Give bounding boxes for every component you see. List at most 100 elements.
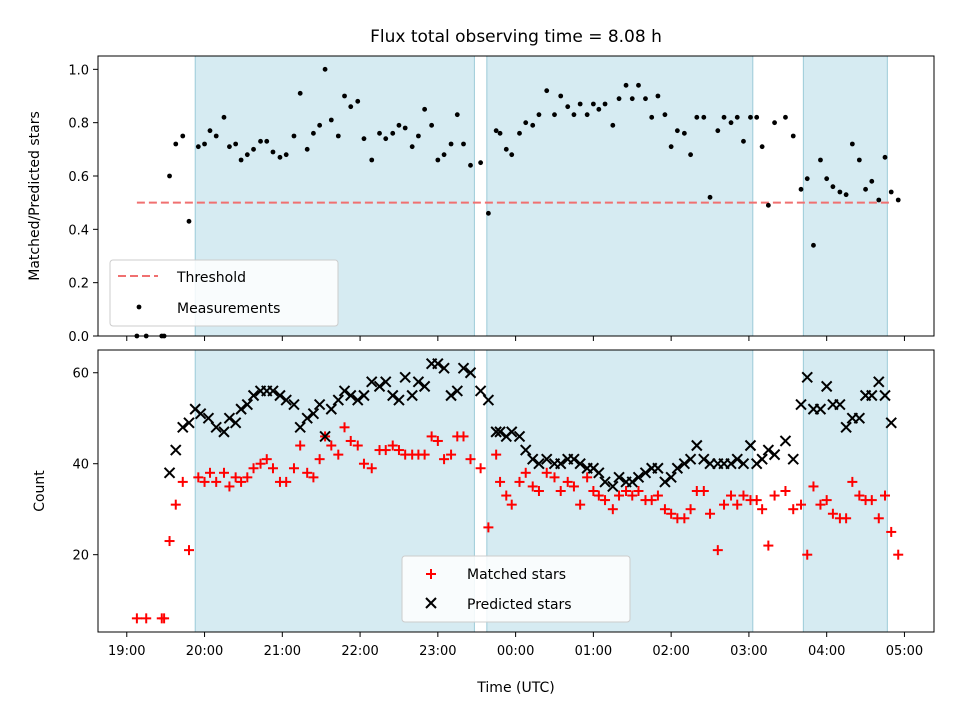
measurement-point (798, 186, 804, 192)
x-tick-label: 02:00 (652, 644, 689, 659)
predicted-star-point (438, 362, 450, 374)
measurement-point (238, 157, 244, 163)
predicted-star-point (325, 403, 338, 415)
measurement-point (629, 96, 635, 102)
predicted-star-point (202, 412, 215, 424)
x-tick-label: 21:00 (264, 644, 301, 659)
predicted-star-point (762, 444, 775, 456)
predicted-star-point (163, 467, 176, 479)
predicted-star-point (366, 376, 378, 388)
measurement-point (610, 122, 616, 128)
measurement-point (342, 93, 347, 99)
measurement-point (818, 157, 823, 163)
matched-star-point (763, 540, 774, 551)
y-tick-label: 0.6 (68, 170, 89, 185)
matched-star-point (712, 545, 723, 556)
x-tick-label: 03:00 (730, 644, 767, 659)
matched-star-point (211, 476, 222, 487)
measurement-point (694, 114, 700, 120)
predicted-star-point (235, 403, 247, 415)
matched-star-point (847, 476, 858, 487)
measurement-point (454, 112, 460, 118)
matched-star-point (255, 458, 266, 469)
measurement-point (258, 138, 263, 144)
predicted-star-point (432, 357, 444, 370)
matched-star-point (419, 449, 430, 460)
measurement-point (422, 106, 428, 112)
predicted-star-point (490, 426, 502, 438)
matched-star-point (866, 495, 877, 506)
matched-star-point (705, 508, 716, 519)
legend-measurements-swatch (136, 304, 142, 310)
measurement-point (244, 152, 250, 158)
matched-star-point (314, 454, 325, 465)
matched-star-point (893, 549, 904, 560)
measurement-point (213, 133, 219, 139)
measurement-point (674, 128, 680, 134)
matched-star-point (261, 454, 272, 465)
top-panel: 0.0 0.2 0.4 0.6 0.8 1.0 Matched/Predicted sta… (27, 55, 935, 345)
matched-star-point (788, 504, 799, 515)
x-tick-label: 19:00 (108, 644, 145, 659)
y-tick-label: 40 (72, 458, 89, 473)
measurement-point (435, 157, 441, 163)
measurement-point (517, 130, 522, 136)
matched-star-point (288, 463, 299, 474)
predicted-star-point (412, 376, 425, 388)
matched-star-point (738, 490, 749, 501)
measurement-point (377, 130, 382, 136)
x-tick-label: 22:00 (341, 644, 378, 659)
measurement-point (416, 133, 421, 139)
matched-star-point (633, 486, 644, 496)
measurement-point (348, 104, 354, 110)
measurement-point (335, 133, 341, 139)
measurement-point (558, 93, 564, 99)
matched-star-point (352, 440, 363, 451)
measurement-point (811, 242, 816, 248)
matched-star-point (242, 472, 253, 483)
matched-star-point (757, 504, 768, 515)
matched-star-point (501, 490, 512, 501)
matched-star-point (627, 490, 638, 501)
matched-star-point (170, 499, 181, 510)
predicted-star-point (568, 453, 580, 465)
matched-star-point (520, 467, 531, 478)
predicted-star-point (267, 385, 279, 397)
predicted-star-point (787, 453, 799, 465)
bottom-y-axis-label: Count (32, 470, 48, 512)
matched-star-point (808, 481, 819, 492)
matched-star-point (446, 449, 457, 460)
matched-star-point (698, 486, 709, 496)
predicted-star-point (418, 380, 431, 393)
predicted-star-point (464, 367, 477, 379)
legend-measurements-label: Measurements (177, 301, 280, 317)
measurement-point (523, 120, 529, 126)
matched-star-point (339, 422, 350, 433)
predicted-star-point (599, 476, 611, 488)
matched-star-point (880, 490, 891, 501)
predicted-star-point (313, 398, 326, 411)
matched-star-point (302, 467, 313, 478)
matched-star-point (527, 481, 538, 492)
matched-star-point (491, 449, 502, 460)
measurement-point (623, 82, 629, 88)
predicted-star-point (840, 421, 852, 434)
measurement-point (754, 114, 760, 120)
matched-star-point (796, 499, 807, 510)
predicted-star-point (210, 421, 222, 434)
predicted-star-point (684, 453, 697, 465)
measurement-point (530, 122, 536, 128)
predicted-star-point (307, 407, 320, 420)
measurement-point (882, 154, 888, 160)
measurement-point (468, 162, 473, 168)
matched-star-point (358, 458, 369, 469)
y-tick-label: 0.2 (68, 277, 89, 292)
measurement-point (180, 133, 186, 139)
measurement-point (251, 146, 256, 152)
predicted-star-point (879, 389, 891, 402)
matched-star-point (295, 440, 306, 451)
predicted-star-point (170, 444, 182, 456)
predicted-star-point (873, 376, 885, 388)
measurement-point (602, 101, 608, 107)
predicted-star-point (659, 476, 671, 488)
